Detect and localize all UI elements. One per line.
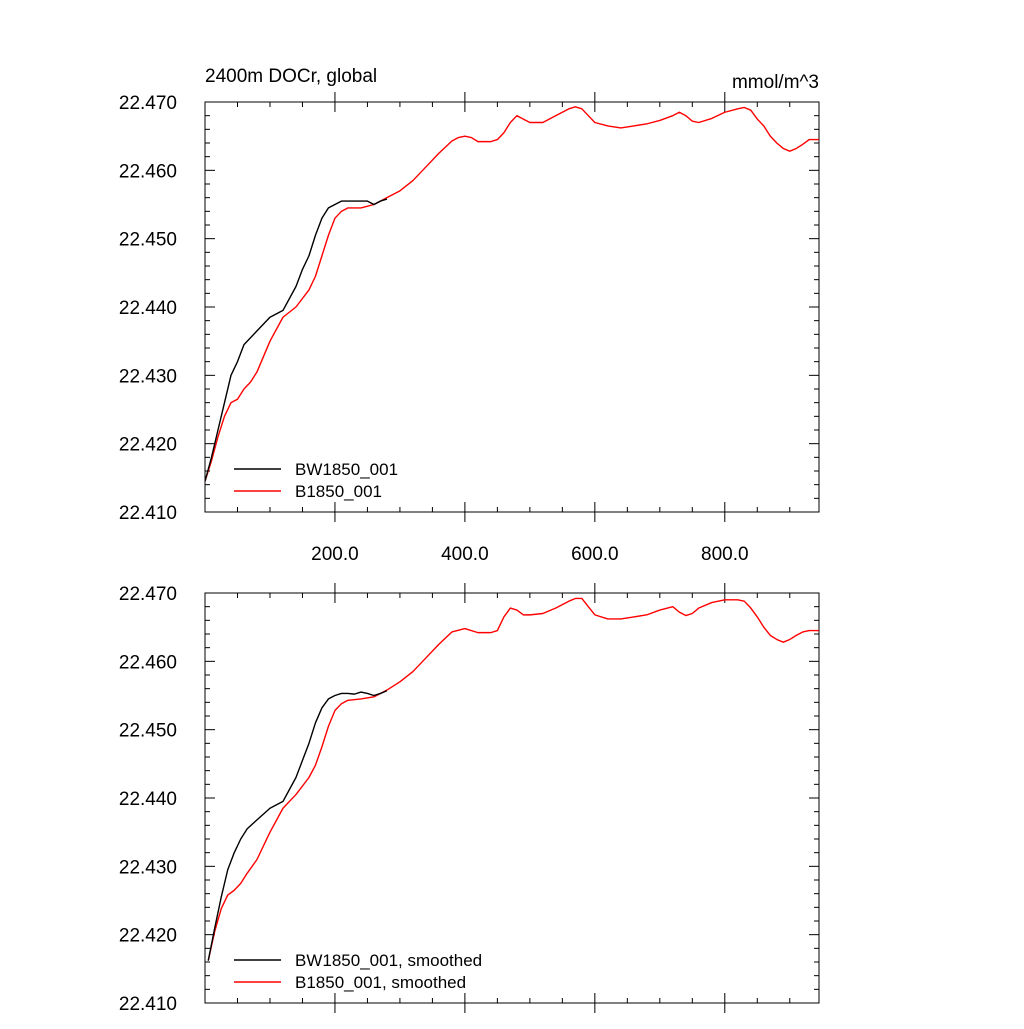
legend-entry: B1850_001 xyxy=(295,482,382,501)
plot-frame xyxy=(204,101,820,513)
y-tick-label: 22.450 xyxy=(119,230,177,251)
legend-entry: BW1850_001 xyxy=(295,460,398,479)
series-line-bw1850 xyxy=(205,198,388,482)
plot-frame xyxy=(204,592,820,1004)
y-tick-label: 22.460 xyxy=(119,652,177,673)
legend-entry: B1850_001, smoothed xyxy=(295,973,466,992)
chart-title: 2400m DOCr, global xyxy=(205,66,377,87)
y-tick-label: 22.420 xyxy=(119,926,177,947)
y-tick-label: 22.470 xyxy=(119,584,177,605)
y-tick-label: 22.470 xyxy=(119,93,177,114)
y-tick-label: 22.410 xyxy=(119,503,177,524)
y-tick-label: 22.440 xyxy=(119,298,177,319)
legend-entry: BW1850_001, smoothed xyxy=(295,951,482,970)
x-tick-label: 200.0 xyxy=(311,544,359,565)
y-tick-label: 22.420 xyxy=(119,435,177,456)
y-tick-label: 22.430 xyxy=(119,366,177,387)
y-tick-label: 22.450 xyxy=(119,721,177,742)
series-line-b1850 xyxy=(207,597,819,961)
x-tick-label: 800.0 xyxy=(701,544,749,565)
chart-panel-2: 22.410 22.420 22.430 22.440 22.450 22.460 22.4… xyxy=(119,583,820,1015)
x-tick-label: 600.0 xyxy=(571,544,619,565)
series-line-bw1850 xyxy=(207,690,388,961)
y-tick-label: 22.410 xyxy=(119,994,177,1015)
x-tick-label: 400.0 xyxy=(441,544,489,565)
y-tick-label: 22.460 xyxy=(119,161,177,182)
y-tick-label: 22.440 xyxy=(119,789,177,810)
chart-panel-1: 200.0 400.0 600.0 800.0 22.410 22.420 22.430 22… xyxy=(119,66,820,565)
chart-units: mmol/m^3 xyxy=(732,72,819,93)
series-line-b1850 xyxy=(205,106,819,482)
y-tick-label: 22.430 xyxy=(119,857,177,878)
